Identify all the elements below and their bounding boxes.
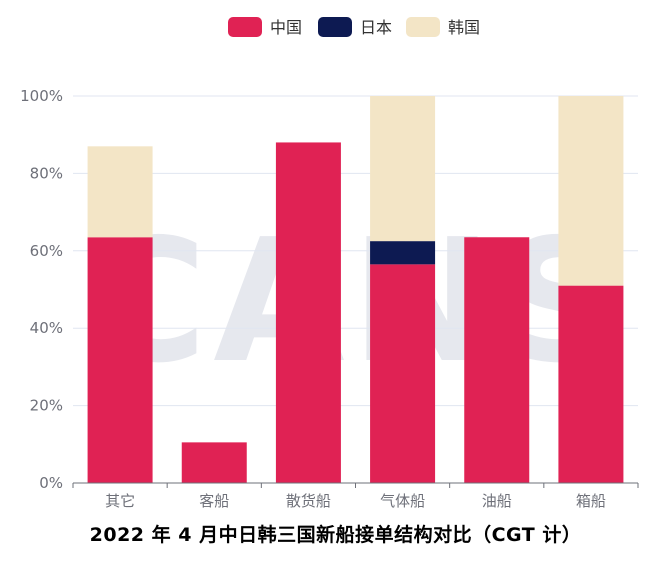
bar-segment bbox=[464, 237, 530, 483]
bar-segment bbox=[87, 146, 153, 238]
bar-segment bbox=[370, 96, 436, 242]
x-tick-label: 气体船 bbox=[380, 492, 425, 510]
bar-segment bbox=[87, 237, 153, 483]
axes: 0% 20% 40% 60% 80% 100% 其它 客船 散货船 气体船 油船 箱船 bbox=[20, 87, 639, 510]
legend: 中国 日本 韩国 bbox=[228, 17, 480, 37]
y-tick-label: 100% bbox=[20, 87, 63, 105]
gridlines bbox=[73, 95, 638, 407]
bar-segment bbox=[275, 142, 341, 483]
legend-swatch bbox=[228, 17, 262, 37]
chart-caption: 2022 年 4 月中日韩三国新船接单结构对比（CGT 计） bbox=[89, 524, 582, 546]
x-tick-label: 其它 bbox=[105, 492, 135, 510]
y-tick-label: 40% bbox=[30, 319, 63, 337]
watermark-text: CANS bbox=[82, 203, 627, 401]
x-tick-label: 客船 bbox=[199, 492, 229, 510]
bars bbox=[87, 96, 624, 483]
stacked-bar-chart: CANS 0% 20% 40% 60% 80% 100% 其它 客船 散货船 气体船 油船 箱船 中国… bbox=[20, 17, 639, 510]
y-tick-label: 20% bbox=[30, 397, 63, 415]
bar-segment bbox=[370, 264, 436, 483]
bar-segment bbox=[370, 241, 436, 265]
legend-swatch bbox=[318, 17, 352, 37]
x-tick-label: 箱船 bbox=[576, 492, 606, 510]
y-tick-label: 60% bbox=[30, 242, 63, 260]
legend-label: 日本 bbox=[360, 18, 392, 37]
legend-swatch bbox=[406, 17, 440, 37]
legend-label: 中国 bbox=[270, 18, 302, 37]
y-tick-label: 0% bbox=[39, 474, 63, 492]
x-tick-label: 油船 bbox=[482, 492, 512, 510]
bar-segment bbox=[558, 285, 624, 483]
legend-label: 韩国 bbox=[448, 18, 480, 37]
bar-segment bbox=[558, 96, 624, 286]
bar-segment bbox=[181, 442, 247, 483]
y-tick-label: 80% bbox=[30, 164, 63, 182]
x-tick-label: 散货船 bbox=[286, 492, 331, 510]
